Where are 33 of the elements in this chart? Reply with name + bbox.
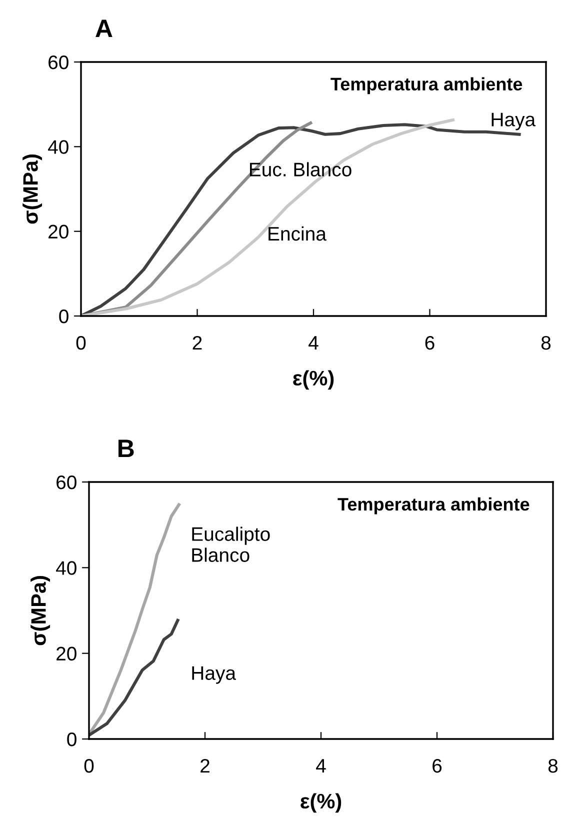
chart-title: A bbox=[96, 20, 112, 37]
series-label: Euc. Blanco bbox=[250, 162, 352, 176]
y-axis-title: σ(MPa) bbox=[30, 576, 50, 646]
y-tick-label: 60 bbox=[56, 475, 76, 490]
series-label: Haya bbox=[492, 112, 536, 130]
y-tick-label: 20 bbox=[48, 224, 68, 239]
series-label: Eucalipto Blanco bbox=[192, 526, 270, 562]
x-tick-label: 0 bbox=[84, 758, 94, 773]
line-series bbox=[89, 618, 180, 737]
y-tick-label: 0 bbox=[67, 732, 76, 746]
annotation: Temperatura ambiente bbox=[330, 77, 522, 94]
x-tick-label: 8 bbox=[548, 758, 558, 773]
x-tick-label: 6 bbox=[425, 336, 434, 350]
x-tick-label: 2 bbox=[200, 758, 210, 773]
y-tick-label: 40 bbox=[48, 140, 68, 154]
x-tick-label: 8 bbox=[541, 336, 551, 350]
x-axis-title: ε(%) bbox=[293, 370, 334, 390]
x-axis-title: ε(%) bbox=[300, 793, 342, 813]
y-axis-title: σ(MPa) bbox=[22, 154, 42, 224]
line-series bbox=[81, 118, 455, 316]
x-tick-label: 0 bbox=[76, 336, 86, 350]
annotation: Temperatura ambiente bbox=[338, 497, 530, 514]
x-tick-label: 4 bbox=[316, 759, 326, 773]
x-tick-label: 4 bbox=[308, 336, 318, 350]
x-tick-label: 6 bbox=[432, 758, 442, 773]
x-tick-label: 2 bbox=[192, 336, 202, 350]
y-tick-label: 40 bbox=[56, 561, 76, 575]
series-label: Haya bbox=[192, 666, 236, 684]
y-tick-label: 0 bbox=[59, 309, 68, 324]
series-label: Encina bbox=[268, 226, 326, 241]
chart-title: B bbox=[118, 440, 134, 457]
y-tick-label: 20 bbox=[56, 646, 76, 661]
y-tick-label: 60 bbox=[48, 55, 68, 70]
